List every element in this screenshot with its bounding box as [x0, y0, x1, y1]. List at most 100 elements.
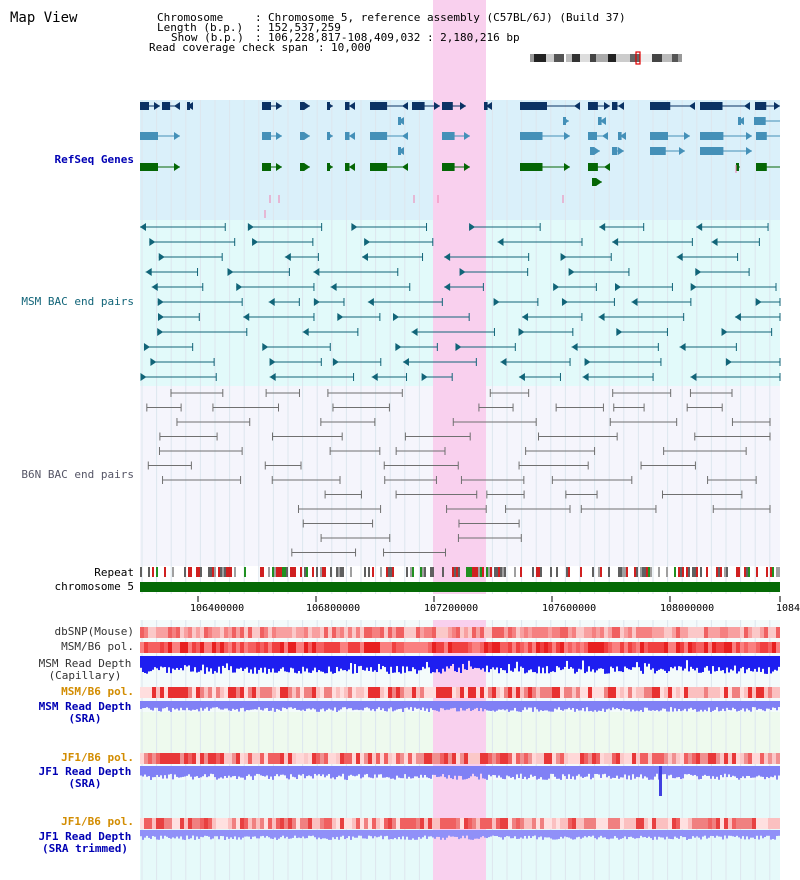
depth-bar — [476, 656, 478, 669]
depth-bar — [268, 830, 270, 838]
msm-bac-end — [459, 268, 466, 276]
track-label-jf1-b6-pol[interactable]: JF1/B6 pol. — [61, 751, 134, 764]
heat-cell — [596, 687, 600, 698]
depth-bar — [698, 656, 700, 673]
track-label-msm-depth-sra[interactable]: MSM Read Depth — [38, 700, 132, 713]
depth-bar — [230, 830, 232, 838]
depth-bar — [376, 656, 378, 673]
depth-bar — [624, 830, 626, 837]
depth-bar — [186, 830, 188, 836]
depth-bar — [176, 656, 178, 668]
heat-cell — [576, 642, 580, 653]
heat-cell — [568, 818, 572, 829]
heat-cell — [172, 687, 176, 698]
depth-bar — [168, 830, 170, 838]
depth-bar — [178, 766, 180, 778]
heat-cell — [192, 818, 196, 829]
depth-bar — [236, 656, 238, 669]
repeat-mark — [502, 567, 504, 577]
depth-bar — [430, 656, 432, 674]
depth-bar — [646, 656, 648, 667]
ideogram-band — [554, 54, 564, 62]
depth-bar — [586, 701, 588, 708]
depth-bar — [192, 701, 194, 710]
depth-bar — [574, 830, 576, 840]
repeat-mark — [724, 567, 726, 577]
depth-bar — [392, 766, 394, 779]
depth-bar — [246, 701, 248, 711]
depth-bar — [192, 830, 194, 836]
depth-bar — [742, 701, 744, 709]
depth-bar — [698, 766, 700, 780]
depth-bar — [470, 766, 472, 777]
depth-bar — [280, 701, 282, 711]
heat-cell — [220, 687, 224, 698]
depth-bar — [288, 701, 290, 708]
heat-cell — [292, 642, 296, 653]
depth-bar — [142, 766, 144, 777]
heat-cell — [372, 687, 376, 698]
repeat-mark — [286, 567, 288, 577]
heat-cell — [264, 627, 268, 638]
depth-bar — [168, 701, 170, 711]
depth-bar — [194, 656, 196, 668]
track-label-jf1-depth-sra[interactable]: JF1 Read Depth — [38, 765, 132, 778]
repeat-mark — [618, 567, 620, 577]
depth-bar — [244, 701, 246, 712]
depth-bar — [622, 701, 624, 709]
depth-bar — [674, 701, 676, 709]
depth-bar — [334, 701, 336, 708]
depth-bar — [152, 701, 154, 711]
repeat-mark — [198, 567, 200, 577]
depth-bar — [578, 656, 580, 669]
track-label-b6n-bac[interactable]: B6N BAC end pairs — [21, 468, 134, 481]
depth-bar — [354, 766, 356, 777]
depth-bar — [484, 766, 486, 779]
depth-bar — [282, 701, 284, 708]
depth-bar — [296, 656, 298, 674]
depth-bar — [702, 766, 704, 776]
heat-cell — [360, 818, 364, 829]
track-label-msm-bac[interactable]: MSM BAC end pairs — [21, 295, 134, 308]
depth-bar — [390, 701, 392, 708]
track-label-msm-b6-pol-2[interactable]: MSM/B6 pol. — [61, 685, 134, 698]
depth-bar — [326, 701, 328, 710]
depth-bar — [676, 656, 678, 671]
repeat-mark — [156, 567, 158, 577]
depth-bar — [754, 656, 756, 669]
track-label-repeat[interactable]: Repeat — [94, 566, 134, 579]
depth-bar — [224, 656, 226, 668]
track-label-msm-depth-cap[interactable]: MSM Read Depth — [38, 657, 132, 670]
depth-bar — [450, 656, 452, 666]
depth-bar — [714, 766, 716, 779]
heat-cell — [360, 627, 364, 638]
depth-bar — [692, 656, 694, 669]
depth-bar — [766, 701, 768, 709]
depth-bar — [222, 656, 224, 666]
depth-bar — [644, 830, 646, 837]
depth-bar — [434, 830, 436, 839]
depth-bar — [740, 830, 742, 839]
depth-bar — [650, 766, 652, 780]
repeat-mark — [442, 567, 444, 577]
heat-cell — [460, 818, 464, 829]
depth-bar — [462, 656, 464, 664]
track-label-refseq[interactable]: RefSeq Genes — [54, 153, 134, 166]
msm-bac-end — [500, 358, 507, 366]
heat-cell — [524, 642, 528, 653]
depth-bar — [620, 830, 622, 839]
depth-bar — [668, 656, 670, 672]
track-label-msm-b6-pol[interactable]: MSM/B6 pol. — [61, 640, 134, 653]
track-label-jf1-b6-pol-2[interactable]: JF1/B6 pol. — [61, 815, 134, 828]
depth-bar — [658, 701, 660, 712]
heat-cell — [468, 753, 472, 764]
track-label-jf1-depth-trim[interactable]: JF1 Read Depth — [38, 830, 132, 843]
depth-bar — [442, 830, 444, 838]
heat-cell — [320, 818, 324, 829]
heat-cell — [504, 818, 508, 829]
track-label-dbsnp[interactable]: dbSNP(Mouse) — [54, 625, 134, 638]
heat-cell — [140, 687, 144, 698]
repeat-mark — [304, 567, 306, 577]
depth-bar — [258, 656, 260, 670]
